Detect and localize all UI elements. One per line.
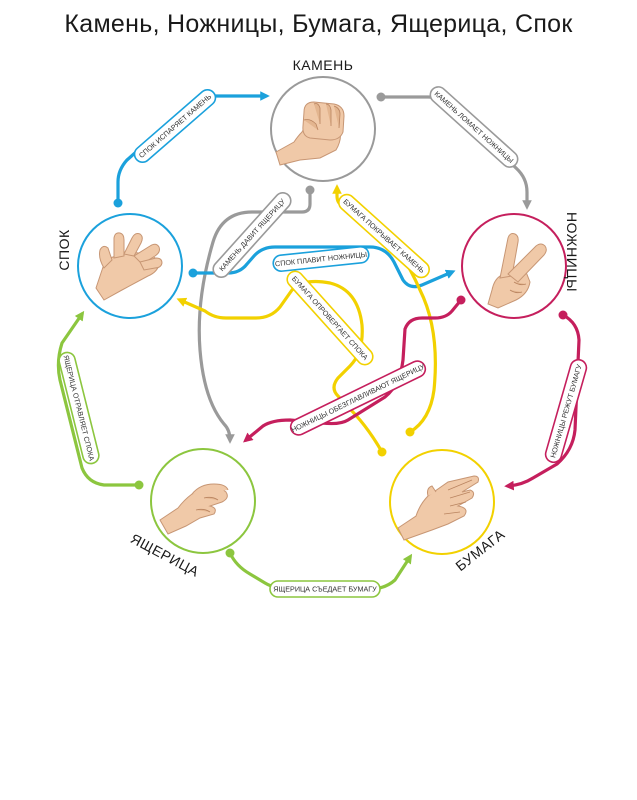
svg-text:БУМАГА ОПРОВЕРГАЕТ СПОКА: БУМАГА ОПРОВЕРГАЕТ СПОКА bbox=[290, 274, 370, 362]
node-label-rock: КАМЕНЬ bbox=[293, 57, 354, 73]
edge-scissors-lizard bbox=[243, 295, 466, 443]
edge-spock-scissors bbox=[188, 245, 456, 289]
label-lizard-poisons-spock: ЯЩЕРИЦА ОТРАВЛЯЕТ СПОКА bbox=[58, 351, 100, 465]
svg-text:НОЖНИЦЫ ОБЕЗГЛАВЛИВАЮТ ЯЩЕРИЦУ: НОЖНИЦЫ ОБЕЗГЛАВЛИВАЮТ ЯЩЕРИЦУ bbox=[290, 361, 427, 434]
fist-hand-icon bbox=[275, 101, 345, 166]
label-lizard-eats-paper: ЯЩЕРИЦА СЪЕДАЕТ БУМАГУ bbox=[269, 580, 381, 598]
svg-text:ЯЩЕРИЦА СЪЕДАЕТ БУМАГУ: ЯЩЕРИЦА СЪЕДАЕТ БУМАГУ bbox=[273, 585, 377, 594]
label-rock-crushes-scissors: КАМЕНЬ ЛОМАЕТ НОЖНИЦЫ bbox=[429, 86, 519, 168]
node-scissors: НОЖНИЦЫ bbox=[461, 212, 580, 319]
victory-hand-icon bbox=[487, 233, 547, 309]
page-title: Камень, Ножницы, Бумага, Ящерица, Спок bbox=[64, 10, 573, 38]
node-paper: БУМАГА bbox=[389, 449, 508, 574]
node-rock: КАМЕНЬ bbox=[270, 57, 376, 182]
sock-puppet-hand-icon bbox=[159, 483, 229, 535]
label-paper-covers-rock: БУМАГА ПОКРЫВАЕТ КАМЕНЬ bbox=[338, 193, 430, 279]
label-spock-vaporizes-rock: СПОК ИСПАРЯЕТ КАМЕНЬ bbox=[133, 88, 217, 164]
edge-paper-spock bbox=[176, 279, 387, 457]
node-spock: СПОК bbox=[56, 213, 183, 319]
edge-rock-lizard bbox=[197, 185, 315, 444]
edge-lizard-spock bbox=[56, 310, 144, 490]
svg-text:НОЖНИЦЫ РЕЖУТ БУМАГУ: НОЖНИЦЫ РЕЖУТ БУМАГУ bbox=[548, 363, 584, 459]
node-label-scissors: НОЖНИЦЫ bbox=[564, 212, 580, 292]
node-label-spock: СПОК bbox=[56, 229, 72, 271]
vulcan-salute-icon bbox=[95, 232, 163, 301]
label-scissors-decapitate-lizard: НОЖНИЦЫ ОБЕЗГЛАВЛИВАЮТ ЯЩЕРИЦУ bbox=[290, 360, 427, 436]
label-scissors-cut-paper: НОЖНИЦЫ РЕЖУТ БУМАГУ bbox=[544, 358, 588, 464]
label-spock-smashes-scissors: СПОК ПЛАВИТ НОЖНИЦЫ bbox=[272, 246, 370, 272]
edge-scissors-paper bbox=[504, 310, 581, 491]
open-palm-icon bbox=[397, 475, 479, 541]
svg-text:КАМЕНЬ ЛОМАЕТ НОЖНИЦЫ: КАМЕНЬ ЛОМАЕТ НОЖНИЦЫ bbox=[433, 89, 516, 165]
svg-text:СПОК ИСПАРЯЕТ КАМЕНЬ: СПОК ИСПАРЯЕТ КАМЕНЬ bbox=[137, 92, 213, 160]
